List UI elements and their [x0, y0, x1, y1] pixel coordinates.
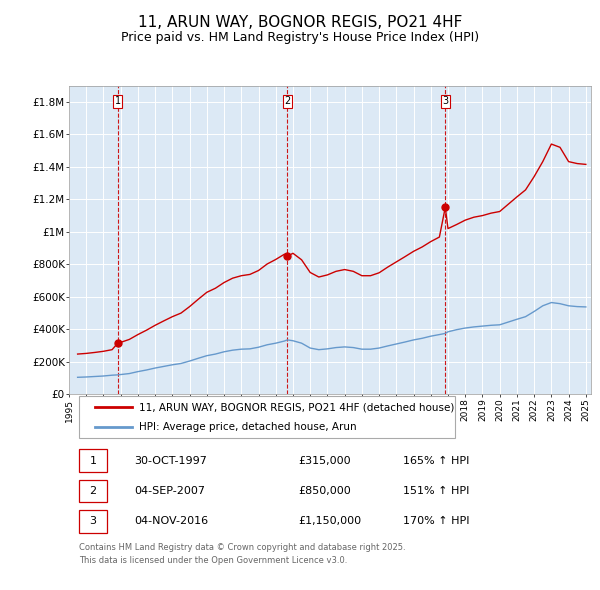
- Text: 2: 2: [284, 96, 290, 106]
- Text: 2: 2: [89, 486, 97, 496]
- Text: 30-OCT-1997: 30-OCT-1997: [134, 455, 207, 466]
- Text: 1: 1: [89, 455, 97, 466]
- Text: 04-NOV-2016: 04-NOV-2016: [134, 516, 208, 526]
- Text: 1: 1: [115, 96, 121, 106]
- FancyBboxPatch shape: [79, 510, 107, 533]
- Text: 3: 3: [442, 96, 448, 106]
- Text: 165% ↑ HPI: 165% ↑ HPI: [403, 455, 469, 466]
- Text: 170% ↑ HPI: 170% ↑ HPI: [403, 516, 470, 526]
- FancyBboxPatch shape: [79, 396, 455, 438]
- FancyBboxPatch shape: [79, 450, 107, 472]
- Text: Contains HM Land Registry data © Crown copyright and database right 2025.
This d: Contains HM Land Registry data © Crown c…: [79, 543, 406, 565]
- Text: 151% ↑ HPI: 151% ↑ HPI: [403, 486, 469, 496]
- Text: 11, ARUN WAY, BOGNOR REGIS, PO21 4HF (detached house): 11, ARUN WAY, BOGNOR REGIS, PO21 4HF (de…: [139, 402, 455, 412]
- Text: 04-SEP-2007: 04-SEP-2007: [134, 486, 205, 496]
- Text: £1,150,000: £1,150,000: [299, 516, 362, 526]
- Text: Price paid vs. HM Land Registry's House Price Index (HPI): Price paid vs. HM Land Registry's House …: [121, 31, 479, 44]
- FancyBboxPatch shape: [79, 480, 107, 502]
- Text: £315,000: £315,000: [299, 455, 352, 466]
- Text: HPI: Average price, detached house, Arun: HPI: Average price, detached house, Arun: [139, 422, 357, 432]
- Text: 11, ARUN WAY, BOGNOR REGIS, PO21 4HF: 11, ARUN WAY, BOGNOR REGIS, PO21 4HF: [138, 15, 462, 30]
- Text: 3: 3: [89, 516, 97, 526]
- Text: £850,000: £850,000: [299, 486, 352, 496]
